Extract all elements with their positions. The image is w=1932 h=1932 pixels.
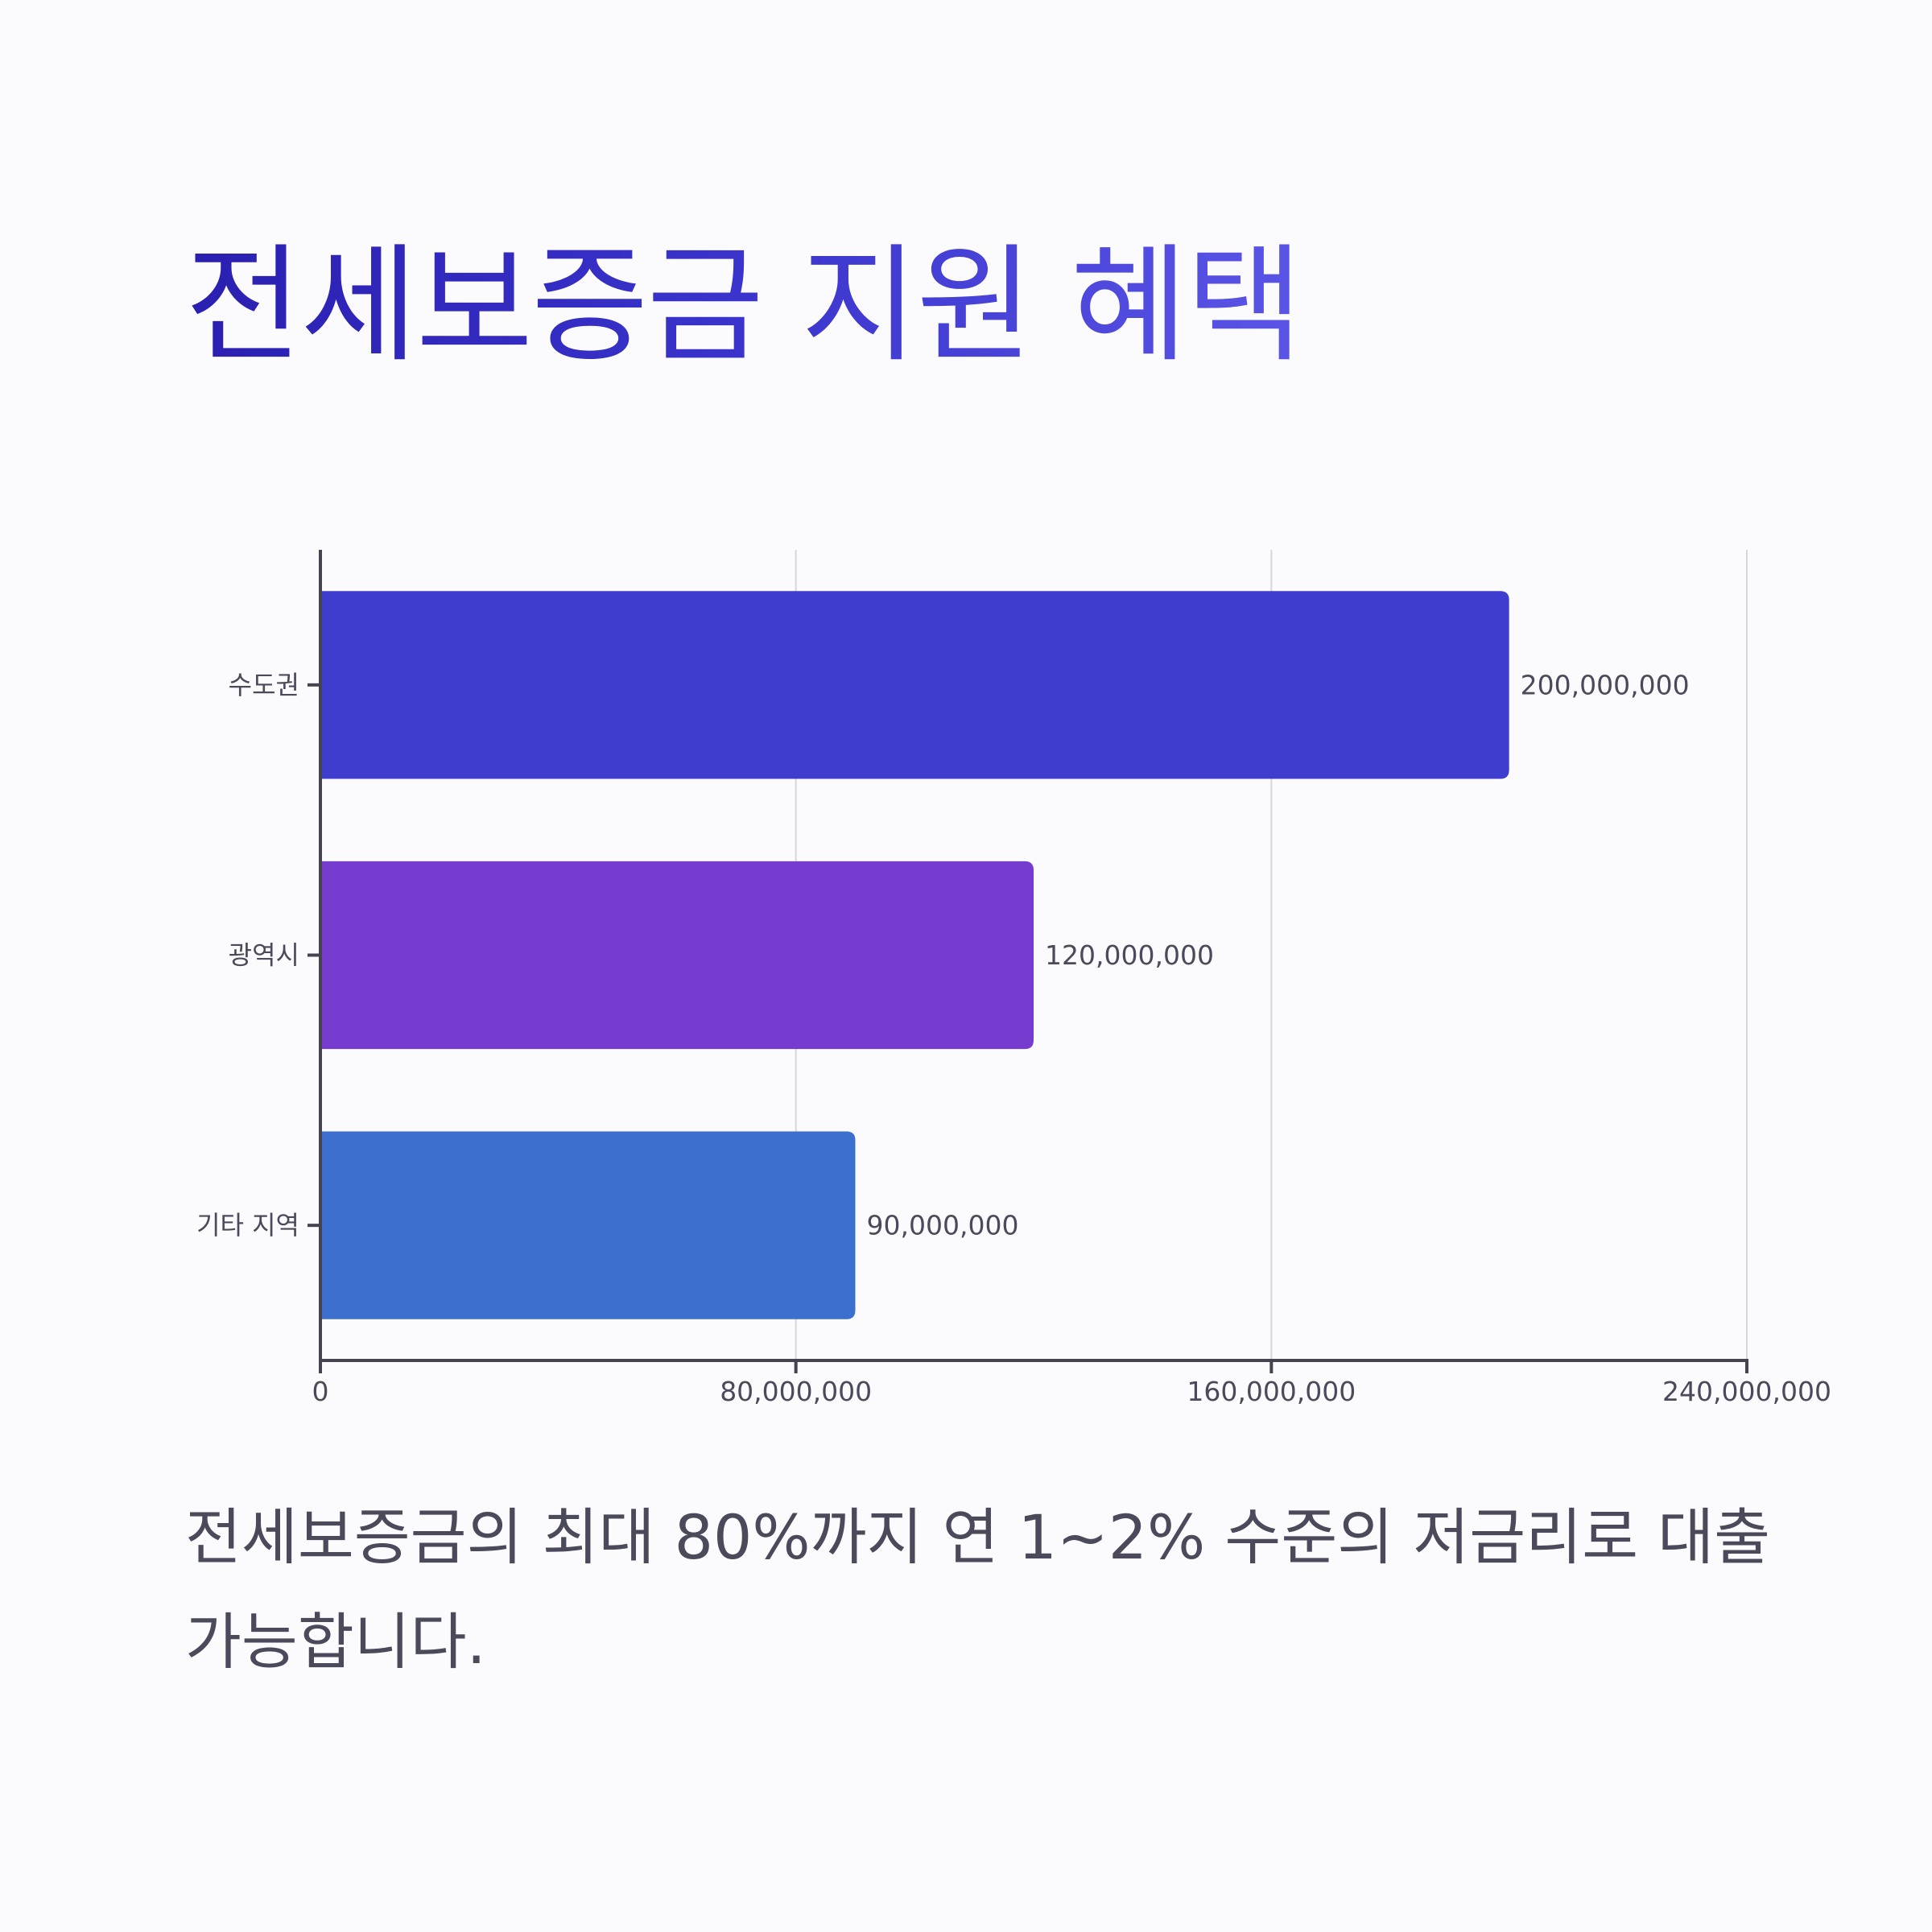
bar-2	[320, 1131, 856, 1319]
x-tick-label-0: 0	[312, 1376, 329, 1407]
x-tick-label-2: 160,000,000	[1187, 1376, 1356, 1407]
x-tick-label-3: 240,000,000	[1662, 1376, 1831, 1407]
bar-chart: 200,000,000 수도권 120,000,000 광역시 90,000,000 기타…	[196, 550, 1831, 1407]
x-tick-label-1: 80,000,000	[720, 1376, 872, 1407]
bar-0	[320, 591, 1509, 779]
category-label-1: 광역시	[229, 940, 299, 971]
bar-1	[320, 861, 1034, 1050]
axes	[308, 550, 1748, 1373]
labels: 200,000,000 수도권 120,000,000 광역시 90,000,000 기타…	[196, 669, 1831, 1407]
chart-title: 전세보증금 지원 혜택	[185, 232, 1303, 380]
value-label-2: 90,000,000	[867, 1210, 1019, 1241]
category-label-0: 수도권	[229, 670, 299, 700]
chart-caption: 전세보증금의 최대 80%까지 연 1~2% 수준의 저금리로 대출 가능합니다…	[185, 1501, 1771, 1678]
category-label-2: 기타 지역	[196, 1210, 299, 1241]
value-label-0: 200,000,000	[1521, 669, 1690, 700]
value-label-1: 120,000,000	[1045, 939, 1214, 971]
bars	[320, 591, 1509, 1319]
